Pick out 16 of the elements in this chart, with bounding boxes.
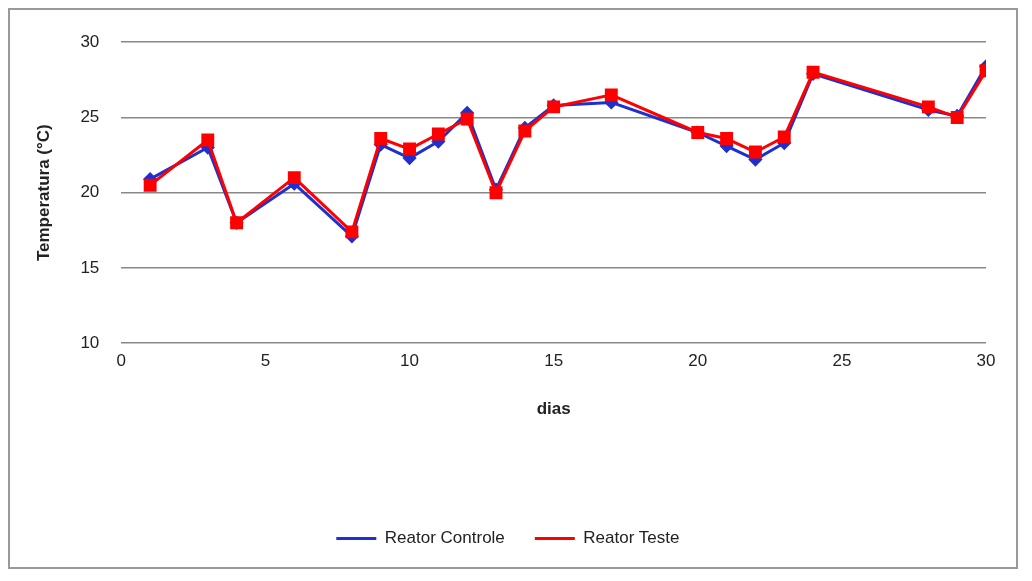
y-tick-label: 15	[80, 257, 100, 277]
x-tick-label: 10	[400, 351, 419, 371]
x-tick-label: 30	[976, 351, 996, 371]
x-tick-label: 0	[116, 351, 127, 371]
x-tick-label: 5	[260, 351, 271, 371]
legend-label: Reator Controle	[384, 528, 505, 548]
x-tick-label: 25	[832, 351, 852, 371]
y-axis-title: Temperatura (°C)	[33, 124, 53, 262]
legend-label: Reator Teste	[583, 528, 680, 548]
x-tick-label: 20	[688, 351, 708, 371]
y-tick-label: 10	[80, 332, 100, 352]
y-tick-label: 20	[80, 182, 100, 202]
y-tick-label: 30	[80, 31, 100, 51]
x-axis-title: dias	[536, 399, 571, 419]
y-tick-label: 25	[80, 107, 100, 127]
x-tick-label: 15	[544, 351, 564, 371]
